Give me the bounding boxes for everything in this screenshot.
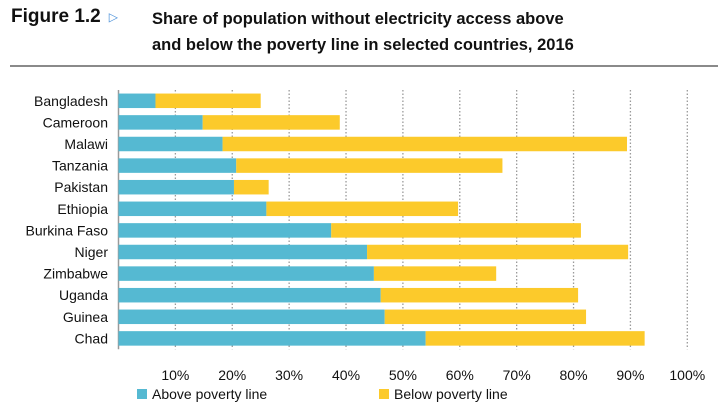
category-label: Guinea [63, 309, 108, 325]
bar-below-poverty-line [202, 115, 340, 130]
x-tick-label: 30% [275, 367, 303, 383]
chart-title: Share of population without electricity … [152, 6, 722, 58]
bar-above-poverty-line [118, 136, 223, 152]
legend-label: Below poverty line [394, 386, 508, 402]
figure-arrow-icon: ▷ [108, 10, 118, 24]
x-tick-label: 100% [669, 367, 705, 383]
bar-above-poverty-line [118, 179, 234, 195]
category-label: Malawi [64, 136, 108, 152]
bar-below-poverty-line [155, 93, 261, 109]
figure-heading: Figure 1.2 ▷ [11, 6, 118, 28]
x-tick-label: 60% [446, 367, 474, 383]
x-tick-label: 70% [503, 367, 531, 383]
x-tick-label: 90% [616, 367, 644, 383]
category-label: Tanzania [52, 158, 108, 174]
bar-above-poverty-line [118, 223, 332, 238]
bar-below-poverty-line [266, 201, 459, 217]
figure-label: Figure 1.2 [11, 6, 101, 27]
legend-label: Above poverty line [152, 386, 267, 402]
category-label: Bangladesh [34, 93, 108, 109]
bar-above-poverty-line [118, 158, 237, 173]
bar-above-poverty-line [118, 201, 267, 217]
category-label: Cameroon [43, 114, 108, 130]
x-tick-label: 10% [161, 367, 189, 383]
legend-swatch [379, 389, 389, 399]
bar-below-poverty-line [373, 266, 497, 281]
bar-below-poverty-line [380, 287, 579, 303]
bar-below-poverty-line [222, 136, 628, 152]
title-line-1: Share of population without electricity … [152, 10, 564, 28]
bar-below-poverty-line [233, 179, 269, 195]
x-tick-label: 50% [389, 367, 417, 383]
x-tick-label: 40% [332, 367, 360, 383]
bar-below-poverty-line [331, 223, 581, 238]
category-label: Niger [75, 244, 109, 260]
bar-below-poverty-line [367, 244, 629, 260]
bar-above-poverty-line [118, 244, 368, 260]
category-label: Pakistan [54, 179, 108, 195]
title-line-2: and below the poverty line in selected c… [152, 36, 574, 54]
bar-below-poverty-line [236, 158, 503, 173]
category-label: Chad [75, 330, 108, 346]
bar-above-poverty-line [118, 331, 426, 346]
category-label: Uganda [59, 287, 108, 303]
bar-above-poverty-line [118, 115, 203, 130]
header-divider [10, 65, 718, 67]
bar-above-poverty-line [118, 266, 374, 281]
x-tick-label: 80% [560, 367, 588, 383]
legend-swatch [137, 389, 147, 399]
x-tick-label: 20% [218, 367, 246, 383]
bar-below-poverty-line [425, 331, 645, 346]
bar-below-poverty-line [384, 309, 587, 325]
category-label: Burkina Faso [26, 222, 109, 238]
category-label: Ethiopia [57, 201, 108, 217]
bar-above-poverty-line [118, 93, 156, 109]
bar-above-poverty-line [118, 309, 385, 325]
category-label: Zimbabwe [43, 266, 108, 282]
bar-above-poverty-line [118, 287, 381, 303]
